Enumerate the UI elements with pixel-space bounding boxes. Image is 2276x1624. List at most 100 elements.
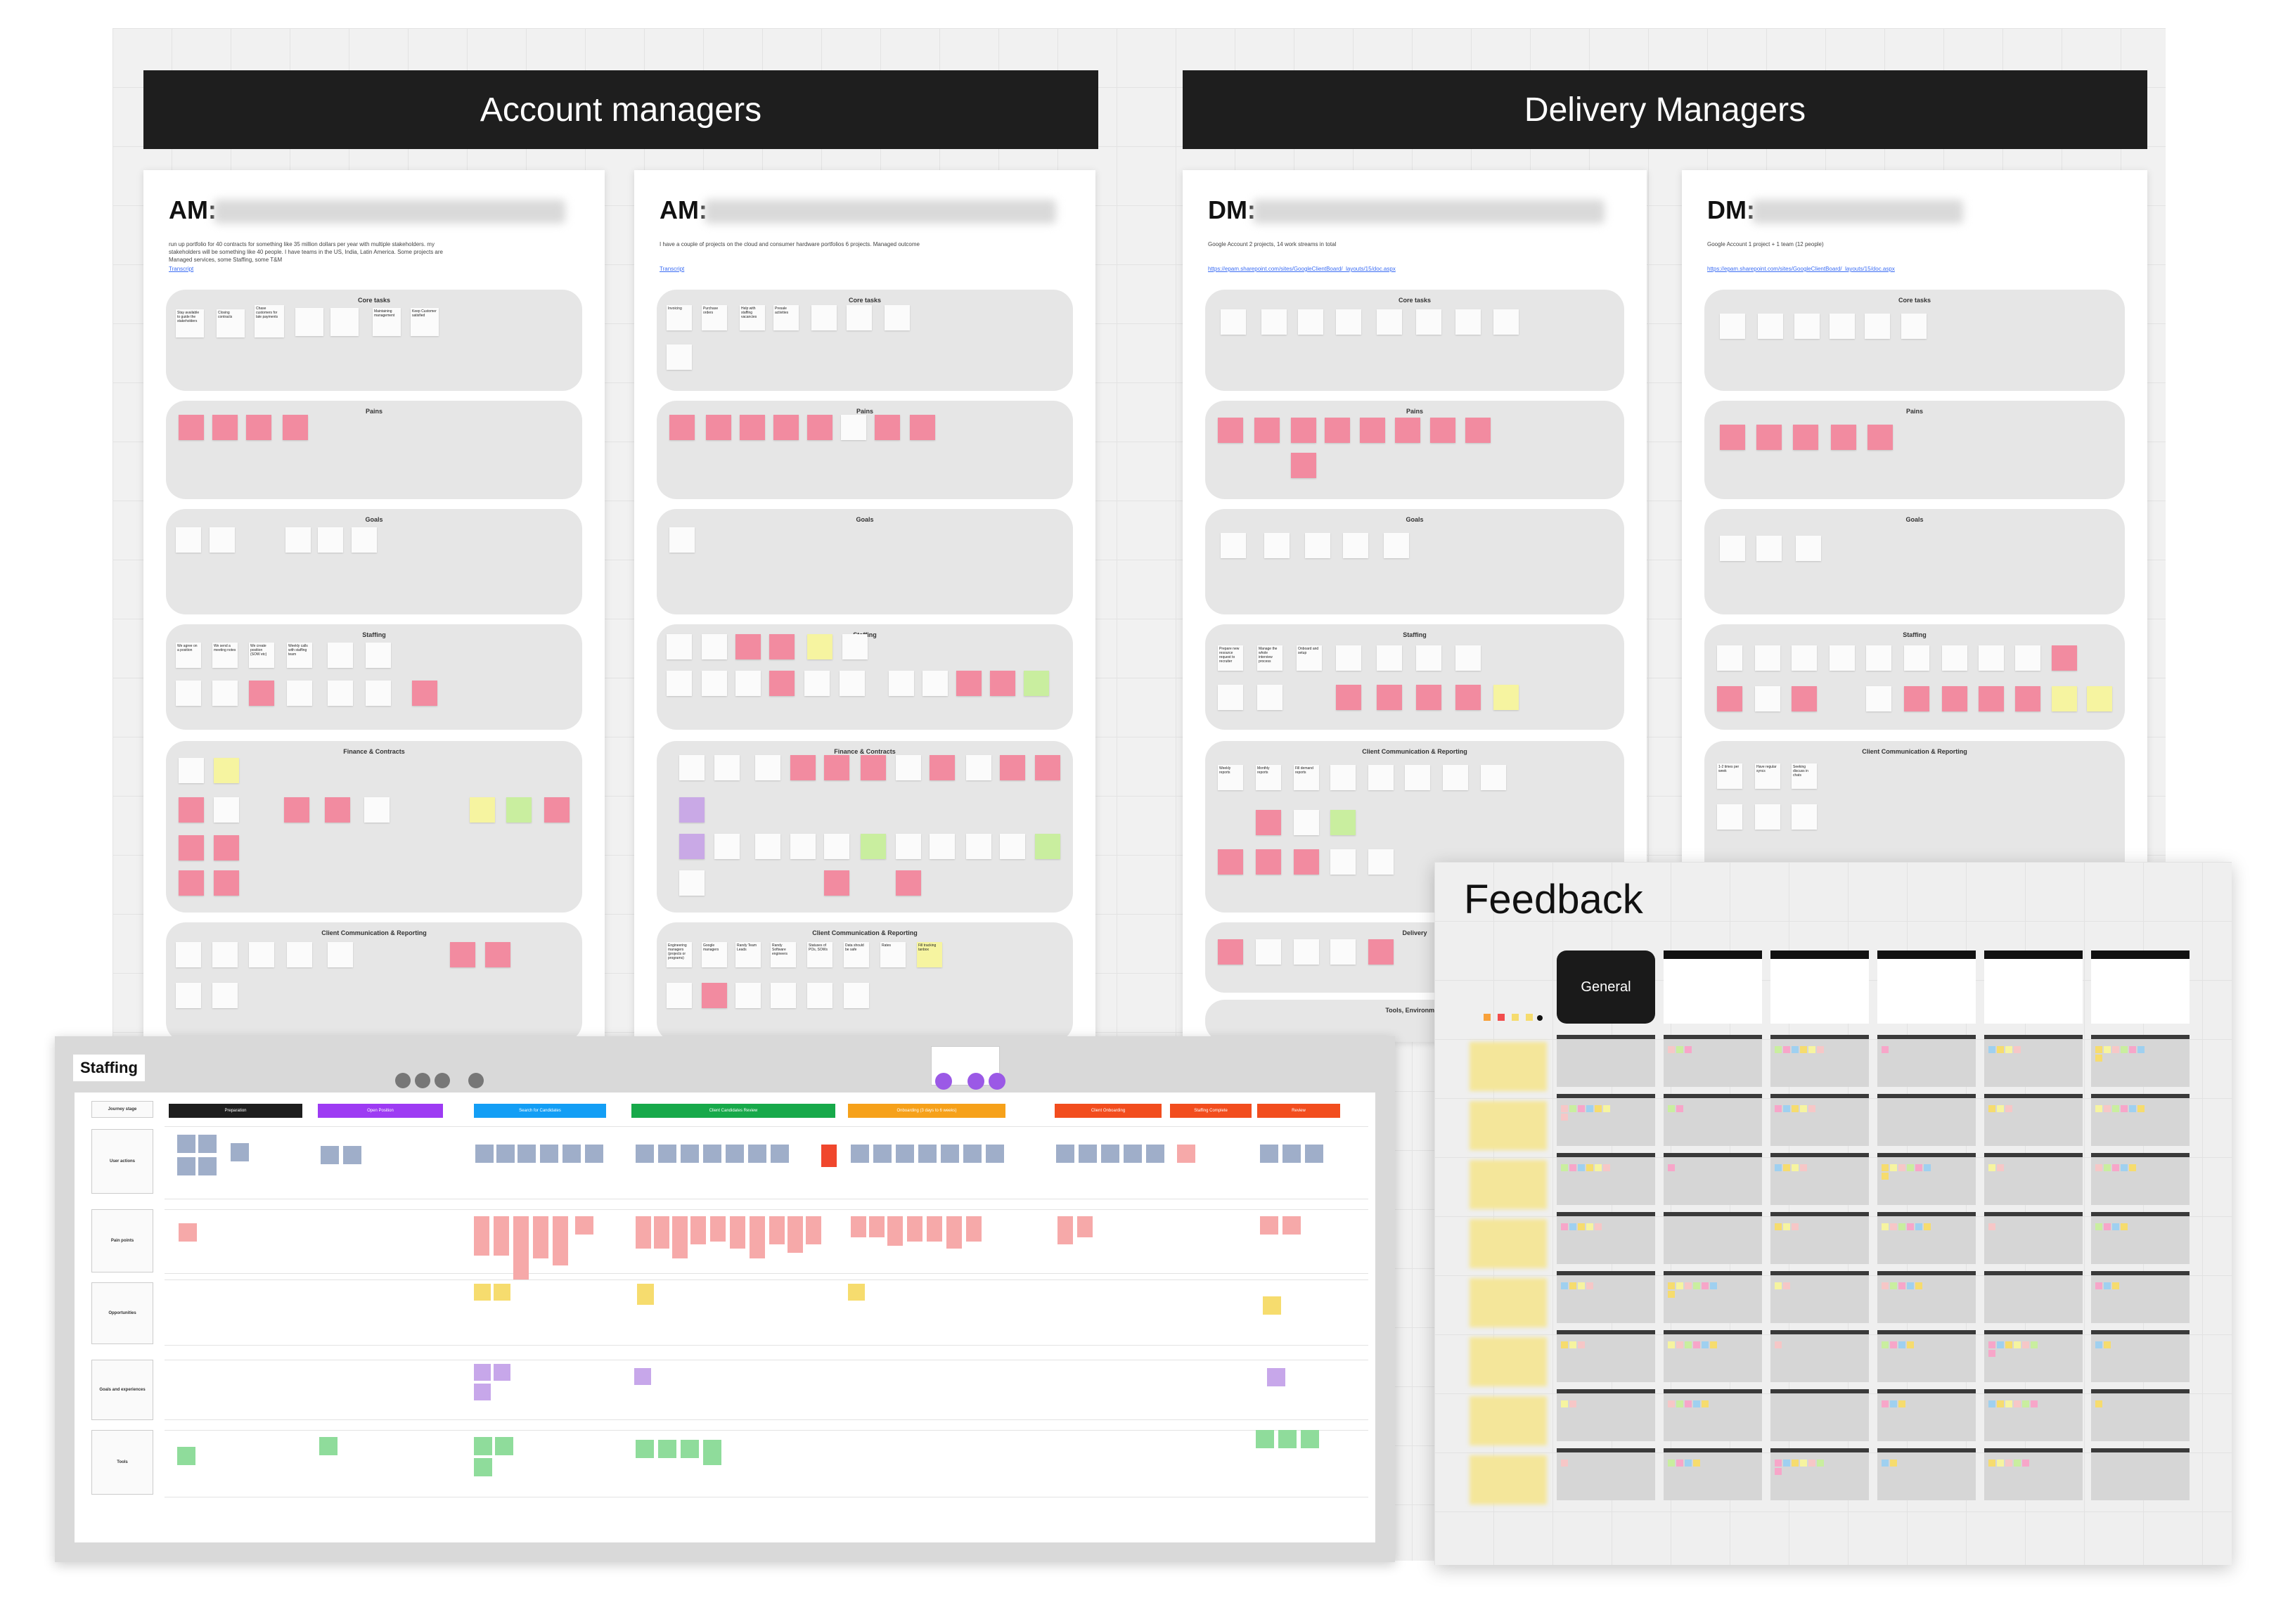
feedback-sticky[interactable] — [1561, 1341, 1568, 1348]
sticky-note[interactable] — [214, 835, 239, 861]
sticky-note[interactable] — [769, 671, 795, 696]
journey-note[interactable] — [494, 1364, 510, 1381]
sticky-note[interactable] — [1720, 536, 1745, 561]
sticky-note[interactable] — [771, 983, 796, 1008]
feedback-sticky[interactable] — [1561, 1114, 1568, 1121]
feedback-sticky[interactable] — [1915, 1223, 1922, 1230]
persona-card-am-2[interactable]: AM: I have a couple of projects on the c… — [634, 170, 1095, 1042]
feedback-sticky[interactable] — [1890, 1223, 1897, 1230]
journey-note[interactable] — [769, 1216, 785, 1244]
sticky-note[interactable] — [2052, 686, 2077, 711]
sticky-note[interactable] — [755, 755, 780, 780]
feedback-sticky[interactable] — [1693, 1400, 1700, 1407]
feedback-cell[interactable] — [1877, 1330, 1976, 1382]
journey-note[interactable] — [319, 1437, 337, 1455]
sticky-note[interactable] — [910, 415, 935, 440]
feedback-sticky[interactable] — [1595, 1105, 1602, 1112]
sticky-note[interactable] — [679, 870, 705, 896]
sticky-note[interactable] — [930, 755, 955, 780]
sticky-note[interactable] — [214, 797, 239, 823]
journey-note[interactable] — [1101, 1145, 1119, 1163]
tab-thumbnail[interactable] — [2091, 950, 2190, 1024]
feedback-sticky[interactable] — [1586, 1164, 1593, 1171]
feedback-sticky[interactable] — [1898, 1282, 1905, 1289]
feedback-sticky[interactable] — [1586, 1105, 1593, 1112]
feedback-sticky[interactable] — [1882, 1164, 1889, 1171]
feedback-cell[interactable] — [2091, 1094, 2190, 1146]
sticky-note[interactable] — [295, 308, 323, 336]
sticky-note[interactable] — [544, 797, 570, 823]
persona-card-am-1[interactable]: AM: run up portfolio for 40 contracts fo… — [143, 170, 605, 1042]
sticky-note[interactable] — [1330, 939, 1356, 965]
sticky-note[interactable] — [2052, 645, 2077, 671]
feedback-sticky[interactable] — [2137, 1046, 2145, 1053]
journey-note[interactable] — [1305, 1145, 1323, 1163]
feedback-sticky[interactable] — [1595, 1164, 1602, 1171]
sticky-note[interactable]: Statuses of POs, SOWs — [807, 942, 832, 967]
feedback-sticky[interactable] — [2095, 1164, 2102, 1171]
feedback-cell[interactable] — [2091, 1330, 2190, 1382]
journey-note[interactable] — [672, 1216, 688, 1258]
feedback-cell[interactable] — [1877, 1094, 1976, 1146]
feedback-cell[interactable] — [2091, 1153, 2190, 1205]
sticky-note[interactable] — [450, 942, 475, 967]
feedback-sticky[interactable] — [1676, 1046, 1683, 1053]
sticky-note[interactable] — [287, 681, 312, 706]
feedback-sticky[interactable] — [1603, 1164, 1610, 1171]
sticky-note[interactable] — [1830, 314, 1855, 339]
avatar[interactable] — [395, 1073, 411, 1088]
sticky-note[interactable] — [1384, 533, 1409, 558]
feedback-sticky[interactable] — [1783, 1164, 1790, 1171]
sticky-note[interactable] — [1901, 314, 1927, 339]
feedback-sticky[interactable] — [1586, 1223, 1593, 1230]
feedback-sticky[interactable] — [1988, 1105, 1995, 1112]
sticky-note[interactable] — [1291, 453, 1316, 478]
sticky-note[interactable] — [1717, 686, 1742, 711]
feedback-cell[interactable] — [2091, 1271, 2190, 1323]
feedback-sticky[interactable] — [1783, 1046, 1790, 1053]
feedback-sticky[interactable] — [2112, 1164, 2119, 1171]
feedback-sticky[interactable] — [2014, 1046, 2021, 1053]
feedback-sticky[interactable] — [1676, 1105, 1683, 1112]
feedback-sticky[interactable] — [1882, 1223, 1889, 1230]
sticky-note[interactable]: Randy Team Leads — [735, 942, 761, 967]
avatar[interactable] — [435, 1073, 450, 1088]
journey-note[interactable] — [1282, 1216, 1301, 1235]
sticky-note[interactable] — [702, 983, 727, 1008]
journey-note[interactable] — [495, 1437, 513, 1455]
feedback-cell[interactable] — [1984, 1330, 2083, 1382]
journey-note[interactable] — [533, 1216, 548, 1258]
sticky-note[interactable] — [1377, 309, 1402, 335]
journey-note[interactable] — [636, 1216, 651, 1249]
sticky-note[interactable] — [2015, 686, 2040, 711]
tab-thumbnail[interactable] — [1984, 950, 2083, 1024]
sticky-note[interactable] — [875, 415, 900, 440]
sticky-note[interactable] — [318, 527, 343, 553]
sticky-note[interactable] — [1794, 314, 1820, 339]
sticky-note[interactable] — [735, 671, 761, 696]
sticky-note[interactable] — [1758, 314, 1783, 339]
feedback-sticky[interactable] — [1890, 1459, 1897, 1467]
sticky-note[interactable] — [1756, 536, 1782, 561]
po-note[interactable] — [679, 797, 705, 823]
sticky-note[interactable] — [1720, 314, 1745, 339]
journey-note[interactable] — [1079, 1145, 1097, 1163]
feedback-cell[interactable] — [1557, 1271, 1655, 1323]
sticky-note[interactable] — [1336, 645, 1361, 671]
sticky-note[interactable] — [1455, 309, 1481, 335]
feedback-sticky[interactable] — [1595, 1223, 1602, 1230]
feedback-cell[interactable] — [1557, 1035, 1655, 1087]
sticky-note[interactable] — [790, 755, 816, 780]
feedback-sticky[interactable] — [2031, 1400, 2038, 1407]
sticky-note[interactable] — [249, 681, 274, 706]
sticky-note[interactable] — [1035, 755, 1060, 780]
sticky-note[interactable] — [804, 671, 830, 696]
sticky-note[interactable]: Purchase orders — [702, 305, 727, 330]
sticky-note[interactable] — [179, 415, 204, 440]
sticky-note[interactable]: 1-2 times per week — [1717, 763, 1742, 789]
sticky-note[interactable] — [214, 758, 239, 783]
journey-note[interactable] — [321, 1146, 339, 1164]
sticky-note[interactable] — [1866, 645, 1891, 671]
feedback-cell[interactable] — [1770, 1448, 1869, 1500]
feedback-sticky[interactable] — [1693, 1282, 1700, 1289]
